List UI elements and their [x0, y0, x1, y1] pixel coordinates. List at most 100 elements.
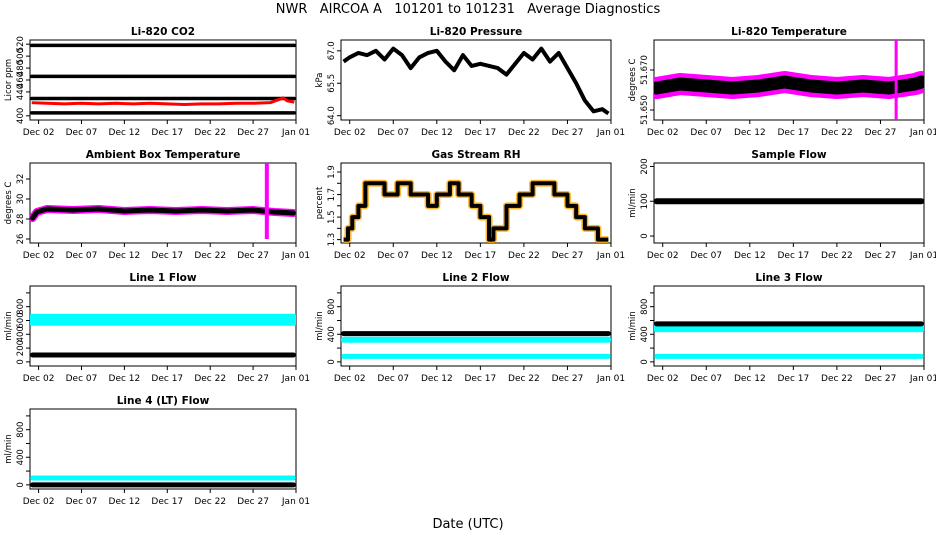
- x-tick-label: Dec 17: [777, 251, 809, 261]
- x-tick-label: Dec 27: [552, 374, 584, 384]
- x-tick-label: Dec 07: [690, 374, 722, 384]
- x-tick-label: Dec 12: [734, 374, 766, 384]
- series-levels: [343, 181, 609, 242]
- chart-title: Line 3 Flow: [755, 272, 822, 284]
- x-tick-label: Jan 01: [596, 251, 625, 261]
- x-tick-label: Dec 02: [334, 251, 366, 261]
- x-tick-label: Dec 22: [194, 497, 226, 507]
- x-tick-label: Dec 07: [377, 251, 409, 261]
- y-tick-label: 400: [16, 449, 26, 465]
- x-axis-label: Date (UTC): [432, 517, 504, 532]
- page-title: NWR AIRCOA A 101201 to 101231 Average Di…: [275, 2, 661, 17]
- y-tick-label: 200: [16, 340, 26, 356]
- x-tick-label: Dec 27: [237, 497, 269, 507]
- y-axis-label: ml/min: [315, 311, 325, 341]
- x-tick-label: Dec 12: [109, 497, 141, 507]
- plot-frame: [29, 285, 297, 367]
- y-tick-label: 51.650: [640, 95, 650, 125]
- x-tick-label: Dec 17: [464, 128, 496, 138]
- y-tick-label: 0: [640, 359, 650, 364]
- x-tick-label: Dec 12: [421, 374, 453, 384]
- x-tick-label: Jan 01: [596, 374, 625, 384]
- x-tick-label: Dec 07: [66, 497, 98, 507]
- y-tick-label: 800: [640, 299, 650, 315]
- plot-frame: [29, 408, 297, 490]
- x-tick-label: Dec 17: [151, 497, 183, 507]
- chart-title: Li-820 Pressure: [430, 26, 523, 38]
- y-tick-label: 1.3: [327, 233, 337, 247]
- x-tick-label: Dec 22: [508, 251, 540, 261]
- y-tick-label: 200: [640, 158, 650, 174]
- x-tick-label: Dec 12: [109, 251, 141, 261]
- x-tick-label: Dec 27: [865, 128, 897, 138]
- x-tick-label: Dec 12: [421, 128, 453, 138]
- y-axis-label: percent: [315, 186, 325, 219]
- x-tick-label: Dec 17: [464, 251, 496, 261]
- series-pressure: [342, 46, 610, 116]
- y-tick-label: 440: [16, 84, 26, 100]
- x-tick-label: Dec 17: [151, 251, 183, 261]
- x-tick-label: Jan 01: [281, 128, 310, 138]
- y-tick-label: 400: [640, 326, 650, 342]
- series-group: [343, 179, 609, 243]
- x-tick-label: Dec 27: [865, 251, 897, 261]
- y-tick-label: 32: [16, 174, 26, 185]
- y-tick-label: 800: [16, 422, 26, 438]
- y-tick-label: 64.0: [327, 106, 337, 125]
- x-tick-label: Dec 02: [23, 251, 55, 261]
- series-sample-air: [31, 96, 295, 106]
- x-tick-label: Dec 07: [66, 251, 98, 261]
- y-tick-label: 51.670: [640, 55, 650, 85]
- x-tick-label: Dec 27: [237, 128, 269, 138]
- y-tick-label: 0: [640, 233, 650, 238]
- y-tick-label: 65.5: [327, 74, 337, 93]
- chart-title: Line 2 Flow: [442, 272, 509, 284]
- plot-frame: [340, 39, 612, 121]
- x-tick-label: Dec 17: [777, 128, 809, 138]
- x-tick-label: Dec 12: [421, 251, 453, 261]
- x-tick-label: Dec 02: [23, 497, 55, 507]
- y-tick-label: 460: [16, 72, 26, 88]
- x-tick-label: Dec 27: [237, 251, 269, 261]
- y-tick-label: 800: [327, 299, 337, 315]
- series-group: [30, 163, 296, 239]
- series-mean: [654, 75, 924, 95]
- y-tick-label: 30: [16, 194, 26, 205]
- y-tick-label: 400: [16, 326, 26, 342]
- x-tick-label: Jan 01: [909, 251, 936, 261]
- series-group: [342, 46, 610, 116]
- y-tick-label: 520: [16, 36, 26, 52]
- chart-sample-flow: Sample Flow 0 100 200 ml/min Dec 02 Dec 07 Dec …: [628, 149, 936, 261]
- series-group: [654, 40, 924, 120]
- chart-title: Ambient Box Temperature: [86, 149, 241, 161]
- x-tick-label: Jan 01: [596, 128, 625, 138]
- x-tick-label: Dec 22: [194, 251, 226, 261]
- x-tick-label: Dec 02: [334, 374, 366, 384]
- x-tick-label: Dec 12: [734, 128, 766, 138]
- x-tick-label: Dec 12: [109, 128, 141, 138]
- x-tick-label: Dec 07: [377, 374, 409, 384]
- chart-pressure: Li-820 Pressure 64.0 65.5 67.0 kPa Dec 02 Dec …: [315, 26, 625, 138]
- chart-title: Sample Flow: [751, 149, 826, 161]
- y-axis-label: degrees C: [628, 59, 638, 102]
- x-tick-label: Dec 17: [464, 374, 496, 384]
- x-tick-label: Dec 02: [647, 374, 679, 384]
- series-group: [30, 43, 296, 115]
- y-axis-label: Licor ppm: [4, 59, 14, 101]
- x-tick-label: Dec 22: [821, 128, 853, 138]
- series-group: [341, 331, 611, 359]
- chart-title: Li-820 Temperature: [731, 26, 847, 38]
- series-group: [654, 321, 924, 359]
- x-tick-label: Dec 27: [552, 251, 584, 261]
- y-tick-label: 1.7: [327, 188, 337, 202]
- y-tick-label: 0: [327, 359, 337, 364]
- y-tick-label: 1.5: [327, 210, 337, 224]
- y-tick-label: 28: [16, 214, 26, 225]
- y-axis-label: ml/min: [4, 311, 14, 341]
